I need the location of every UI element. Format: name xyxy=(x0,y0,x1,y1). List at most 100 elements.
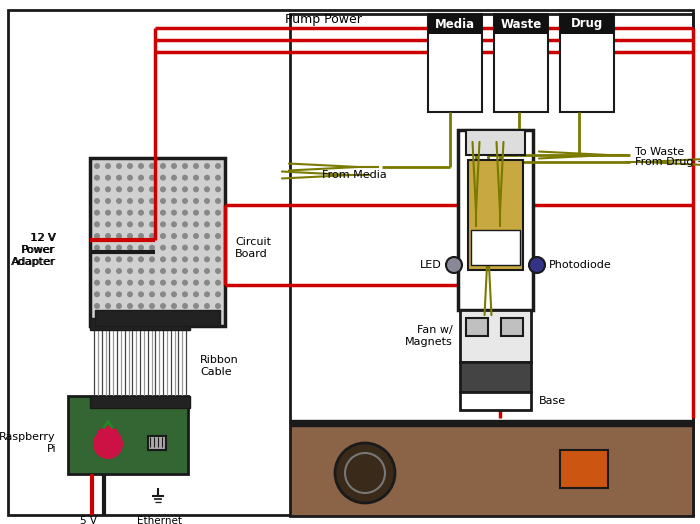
Circle shape xyxy=(127,291,133,297)
Circle shape xyxy=(215,256,221,263)
Circle shape xyxy=(116,221,122,227)
Circle shape xyxy=(215,268,221,274)
Circle shape xyxy=(104,425,113,434)
Circle shape xyxy=(97,429,106,438)
Circle shape xyxy=(204,245,210,250)
Circle shape xyxy=(204,198,210,204)
Circle shape xyxy=(149,210,155,216)
Text: From Drug + Media: From Drug + Media xyxy=(635,157,700,167)
Circle shape xyxy=(94,291,100,297)
Circle shape xyxy=(94,233,100,239)
Bar xyxy=(428,14,482,34)
Circle shape xyxy=(105,198,111,204)
Text: Waste: Waste xyxy=(500,17,542,30)
Circle shape xyxy=(116,198,122,204)
Circle shape xyxy=(149,303,155,309)
Circle shape xyxy=(105,187,111,192)
Circle shape xyxy=(94,434,104,443)
Bar xyxy=(90,396,190,408)
Circle shape xyxy=(105,221,111,227)
Circle shape xyxy=(94,210,100,216)
Circle shape xyxy=(160,174,166,181)
Circle shape xyxy=(529,257,545,273)
Circle shape xyxy=(171,280,177,286)
Circle shape xyxy=(160,210,166,216)
Circle shape xyxy=(116,256,122,263)
Circle shape xyxy=(138,256,144,263)
Circle shape xyxy=(182,245,188,250)
Circle shape xyxy=(160,245,166,250)
Circle shape xyxy=(138,221,144,227)
Text: 5 V
microUSB: 5 V microUSB xyxy=(63,516,113,524)
Circle shape xyxy=(215,187,221,192)
Circle shape xyxy=(138,268,144,274)
Circle shape xyxy=(116,280,122,286)
Circle shape xyxy=(105,303,111,309)
Circle shape xyxy=(204,221,210,227)
Bar xyxy=(290,420,693,426)
Text: To Waste: To Waste xyxy=(635,147,685,157)
Circle shape xyxy=(215,221,221,227)
Circle shape xyxy=(204,280,210,286)
Circle shape xyxy=(127,174,133,181)
Bar xyxy=(466,318,488,336)
Circle shape xyxy=(215,198,221,204)
Circle shape xyxy=(160,221,166,227)
Circle shape xyxy=(109,429,118,438)
Circle shape xyxy=(204,233,210,239)
Circle shape xyxy=(193,280,199,286)
Circle shape xyxy=(149,163,155,169)
Circle shape xyxy=(116,291,122,297)
Text: From Media: From Media xyxy=(322,170,386,180)
Circle shape xyxy=(193,291,199,297)
Bar xyxy=(560,450,608,488)
Circle shape xyxy=(171,256,177,263)
Circle shape xyxy=(182,268,188,274)
Circle shape xyxy=(160,187,166,192)
Circle shape xyxy=(171,303,177,309)
Circle shape xyxy=(127,163,133,169)
Circle shape xyxy=(127,303,133,309)
Circle shape xyxy=(215,280,221,286)
Circle shape xyxy=(204,187,210,192)
Circle shape xyxy=(345,453,385,493)
Circle shape xyxy=(149,233,155,239)
Circle shape xyxy=(193,303,199,309)
Circle shape xyxy=(182,198,188,204)
Text: Fan w/
Magnets: Fan w/ Magnets xyxy=(405,325,453,347)
Bar xyxy=(290,14,693,422)
Circle shape xyxy=(105,256,111,263)
Circle shape xyxy=(204,291,210,297)
Circle shape xyxy=(215,210,221,216)
Circle shape xyxy=(171,198,177,204)
Circle shape xyxy=(116,233,122,239)
Circle shape xyxy=(171,221,177,227)
Circle shape xyxy=(149,174,155,181)
Circle shape xyxy=(171,163,177,169)
Circle shape xyxy=(127,187,133,192)
Circle shape xyxy=(138,187,144,192)
Bar xyxy=(428,14,482,112)
Circle shape xyxy=(160,198,166,204)
Bar xyxy=(148,436,166,450)
Circle shape xyxy=(94,198,100,204)
Text: LED: LED xyxy=(420,260,442,270)
Circle shape xyxy=(171,291,177,297)
Circle shape xyxy=(105,291,111,297)
Circle shape xyxy=(193,210,199,216)
Bar xyxy=(95,310,220,326)
Circle shape xyxy=(138,174,144,181)
Circle shape xyxy=(171,210,177,216)
Bar xyxy=(494,14,548,34)
Text: Circuit
Board: Circuit Board xyxy=(235,237,271,259)
Circle shape xyxy=(149,187,155,192)
Text: Base: Base xyxy=(539,396,566,406)
Circle shape xyxy=(94,245,100,250)
Circle shape xyxy=(127,256,133,263)
Circle shape xyxy=(215,174,221,181)
Circle shape xyxy=(160,256,166,263)
Circle shape xyxy=(113,434,122,443)
Circle shape xyxy=(116,303,122,309)
Circle shape xyxy=(94,163,100,169)
Text: Photodiode: Photodiode xyxy=(549,260,612,270)
